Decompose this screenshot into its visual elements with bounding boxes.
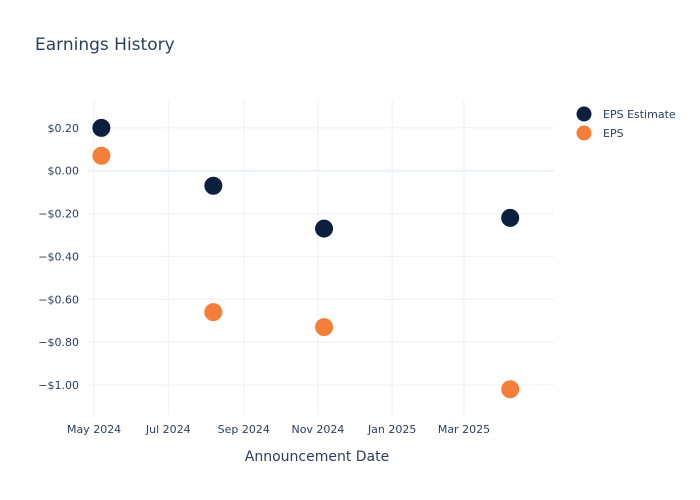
eps-point [91, 145, 112, 166]
legend-marker-eps-estimate [575, 105, 593, 123]
x-tick-label: Mar 2025 [438, 423, 490, 436]
legend-label-eps-estimate[interactable]: EPS Estimate [603, 108, 676, 121]
x-tick-label: Jul 2024 [145, 423, 191, 436]
eps-estimate-point [314, 218, 335, 239]
eps-point [500, 379, 521, 400]
y-tick-label: −$0.60 [38, 293, 79, 306]
legend-label-eps[interactable]: EPS [603, 127, 624, 140]
y-tick-label: −$1.00 [38, 379, 79, 392]
y-tick-label: $0.20 [48, 122, 80, 135]
eps-estimate-point [203, 175, 224, 196]
tick-layer: May 2024 Jul 2024 Sep 2024 Nov 2024 Jan 2025… [38, 122, 490, 436]
grid-layer [88, 100, 554, 415]
y-tick-label: −$0.80 [38, 336, 79, 349]
x-tick-label: Jan 2025 [367, 423, 416, 436]
y-tick-label: −$0.20 [38, 208, 79, 221]
eps-point [314, 317, 335, 338]
chart-title: Earnings History [35, 35, 175, 55]
eps-estimate-point [91, 117, 112, 138]
x-tick-label: Nov 2024 [291, 423, 344, 436]
mark-layer [91, 117, 521, 400]
x-tick-label: Sep 2024 [218, 423, 270, 436]
legend-marker-eps [575, 124, 593, 142]
x-tick-label: May 2024 [67, 423, 121, 436]
eps-point [203, 302, 224, 323]
y-tick-label: −$0.40 [38, 250, 79, 263]
legend[interactable]: EPS Estimate EPS [575, 105, 676, 142]
y-tick-label: $0.00 [48, 165, 80, 178]
eps-estimate-point [500, 207, 521, 228]
x-axis-title: Announcement Date [245, 449, 389, 465]
